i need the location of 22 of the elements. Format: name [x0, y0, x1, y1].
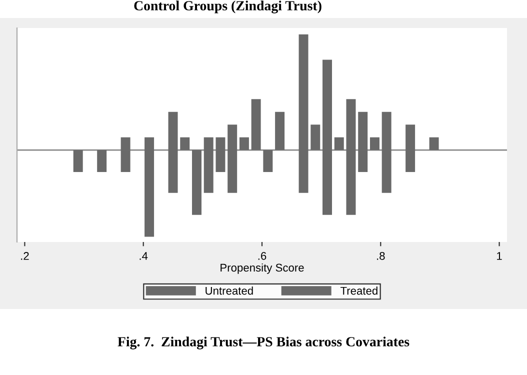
x-tick-label: 1 [497, 252, 502, 260]
bar [429, 137, 439, 150]
bar [251, 99, 261, 150]
chart-title: Control Groups (Zindagi Trust) [134, 0, 322, 14]
bar [263, 150, 273, 172]
bar [239, 137, 249, 150]
x-tick-label: .2 [21, 252, 29, 260]
x-tick-label: .4 [140, 252, 148, 260]
x-axis-title: Propensity Score [220, 263, 304, 274]
bar [73, 150, 83, 172]
bar [275, 112, 285, 150]
bar [370, 137, 380, 150]
x-tick-label: .8 [377, 252, 385, 260]
legend-label: Treated [340, 286, 378, 295]
bar [180, 137, 190, 150]
bar [192, 150, 202, 215]
legend-label: Untreated [206, 286, 253, 295]
bar [334, 137, 344, 150]
x-tick-label: .6 [258, 252, 266, 260]
caption: Fig. 7. Zindagi Trust—PS Bias across Covariates [118, 336, 410, 350]
bar [97, 150, 107, 172]
bar [310, 124, 320, 150]
